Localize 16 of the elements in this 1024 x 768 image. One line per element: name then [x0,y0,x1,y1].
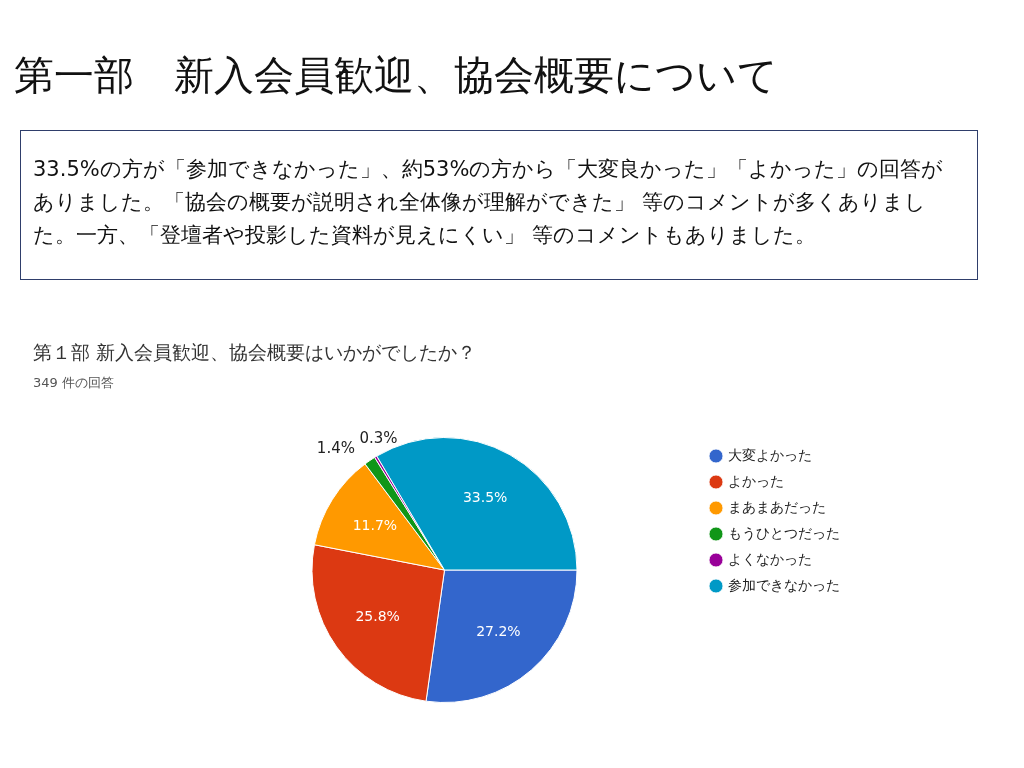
data-label: 1.4% [316,438,355,457]
data-label: 27.2% [476,622,521,639]
legend-label: もうひとつだった [728,524,840,541]
data-label: 0.3% [359,428,398,447]
text: 第一部 新入会員歓迎、協会概要について [14,51,778,100]
data-label: 11.7% [352,517,398,534]
legend-label: よかった [728,472,784,489]
legend-label: 大変よかった [728,446,812,463]
data-label: 25.8% [355,608,400,625]
data-label: 33.5% [462,489,508,506]
chart-title: 第１部 新入会員歓迎、協会概要はいかがでしたか？ [33,340,477,365]
legend-label: よくなかった [728,550,812,567]
legend-label: 参加できなかった [728,576,840,593]
legend-label: まあまあだった [728,498,826,515]
text: 349 件の回答 [33,374,114,392]
text: 33.5%の方が「参加できなかった」、約53%の方から「大変良かった」「よかった」の回答がありました。「協会の概要が説明され全体像が理解ができた」 等のコメントが多くありました。一方、「登壇者や投影した資料が見えにくい」 等のコメントもありました。 [20,130,978,280]
